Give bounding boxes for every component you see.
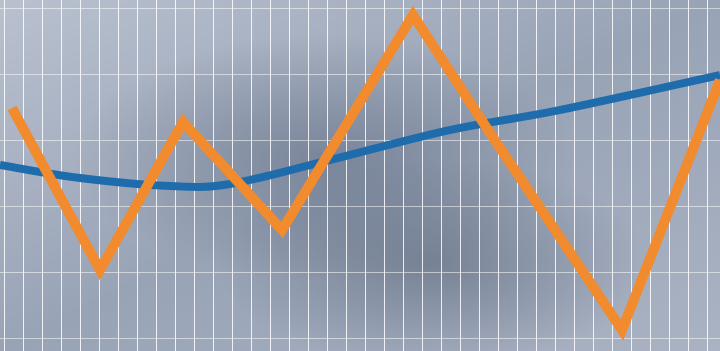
line [0,71,720,191]
line [7,5,720,341]
